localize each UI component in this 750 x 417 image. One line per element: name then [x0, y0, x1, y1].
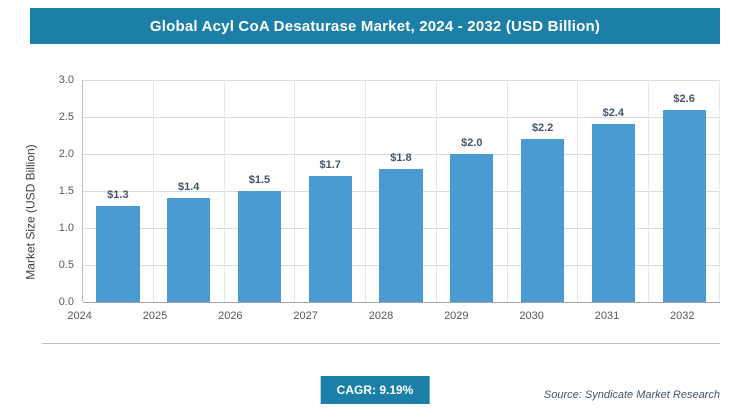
- bar-column: $2.4: [578, 80, 650, 302]
- gridline: [83, 116, 720, 118]
- bar-column: $1.4: [154, 80, 225, 302]
- x-tick-label: 2030: [519, 310, 544, 322]
- page-title: Global Acyl CoA Desaturase Market, 2024 …: [149, 17, 601, 35]
- y-ticks: 3.0 2.5 2.0 1.5 1.0 0.5 0.0: [42, 74, 82, 308]
- bar: [591, 124, 635, 302]
- chart-title-bar: Global Acyl CoA Desaturase Market, 2024 …: [30, 8, 720, 44]
- x-axis: 2024 2025 2026 2027 2028 2029 2030 2031 2032: [42, 302, 720, 344]
- gridline: [83, 80, 720, 81]
- bar-chart: Market Size (USD Billion) 3.0 2.5 2.0 1.5 1.…: [20, 74, 721, 344]
- bar-column: $1.8: [366, 80, 437, 302]
- x-tick-label: 2032: [670, 310, 695, 322]
- y-tick-label: 3.0: [58, 74, 74, 86]
- bar: [237, 191, 282, 302]
- bar-value-label: $1.8: [390, 151, 412, 164]
- bar-columns: $1.3 $1.4 $1.5 $1.7 $1.8 $2.0 $2.2 $2.4 $2.6: [83, 80, 721, 302]
- bar: [450, 154, 494, 302]
- bar: [520, 139, 565, 302]
- x-tick-label: 2025: [142, 310, 168, 322]
- bar: [308, 176, 352, 302]
- bar: [662, 109, 706, 302]
- bar-column: $1.5: [225, 80, 296, 302]
- x-tick-label: 2027: [293, 310, 318, 322]
- bar-column: $1.3: [83, 80, 154, 302]
- y-tick-label: 2.5: [58, 110, 74, 123]
- x-tick-label: 2026: [218, 310, 243, 322]
- cagr-label: CAGR: 9.19%: [336, 383, 414, 397]
- bar: [167, 198, 211, 302]
- bar-value-label: $1.3: [107, 188, 129, 201]
- y-tick-label: 1.0: [58, 221, 74, 234]
- x-tick-label: 2024: [67, 310, 92, 322]
- bar-value-label: $1.5: [248, 174, 271, 186]
- source-credit: Source: Syndicate Market Research: [543, 389, 720, 401]
- bar-column: $2.0: [437, 80, 508, 302]
- bar-value-label: $2.6: [673, 92, 695, 105]
- bar-value-label: $2.4: [602, 107, 625, 120]
- cagr-badge: CAGR: 9.19%: [320, 376, 430, 404]
- bar-value-label: $2.2: [531, 122, 554, 135]
- bar-column: $2.6: [649, 80, 721, 302]
- y-tick-label: 0.5: [58, 259, 74, 271]
- bar-column: $2.2: [508, 80, 579, 302]
- x-tick-label: 2031: [594, 310, 620, 322]
- x-tick-label: 2028: [368, 310, 394, 322]
- x-labels: 2024 2025 2026 2027 2028 2029 2030 2031 2032: [42, 302, 720, 322]
- plot-area: $1.3 $1.4 $1.5 $1.7 $1.8 $2.0 $2.2 $2.4 $2.6: [82, 80, 721, 303]
- bar-column: $1.7: [295, 80, 367, 302]
- bar-value-label: $2.0: [461, 137, 483, 150]
- y-tick-label: 2.0: [58, 147, 74, 160]
- y-axis-title: Market Size (USD Billion): [24, 144, 38, 280]
- bar: [96, 205, 140, 302]
- bar-value-label: $1.7: [319, 159, 341, 172]
- gridline: [83, 302, 720, 303]
- bar: [379, 168, 423, 302]
- bar-value-label: $1.4: [177, 181, 200, 194]
- y-tick-label: 1.5: [58, 185, 74, 197]
- x-tick-label: 2029: [444, 310, 469, 322]
- gridline: [83, 153, 720, 155]
- y-tick-label: 0.0: [58, 296, 74, 308]
